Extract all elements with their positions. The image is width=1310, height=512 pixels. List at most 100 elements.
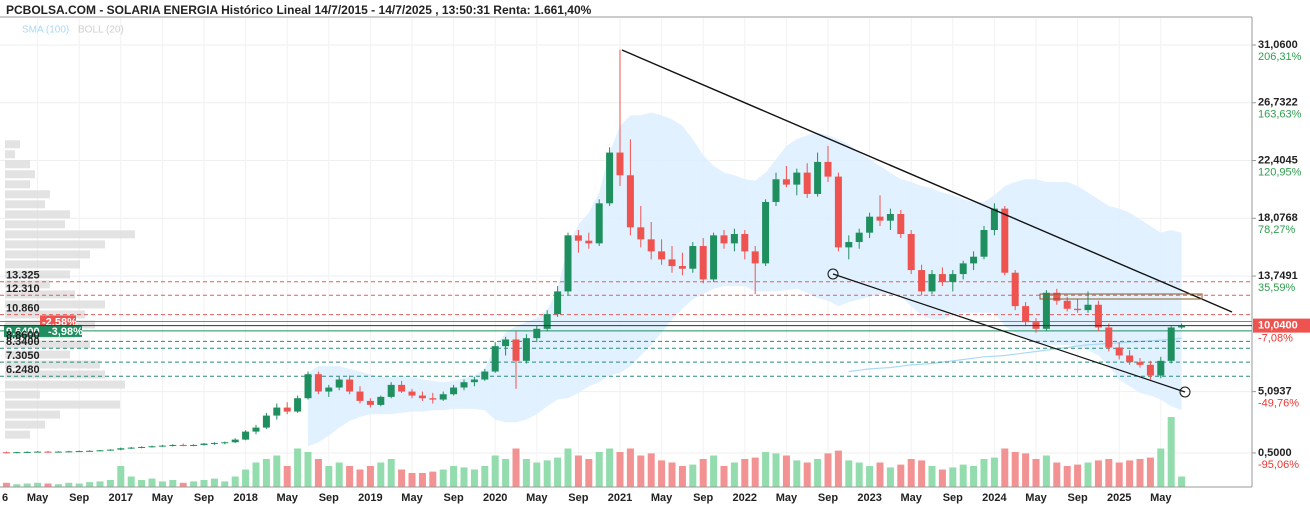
x-tick-label: 2017 <box>109 492 133 504</box>
candle-body <box>533 328 541 339</box>
volume-bar <box>522 459 530 487</box>
candle-body <box>741 234 749 252</box>
volume-bar <box>543 460 551 487</box>
candle-body <box>574 235 582 241</box>
volume-bar <box>1167 417 1175 487</box>
profile-bar <box>5 360 100 369</box>
x-tick-label: 2018 <box>233 492 257 504</box>
volume-bar <box>356 469 364 487</box>
x-tick-label: Sep <box>568 492 588 504</box>
candle-body <box>918 270 926 292</box>
profile-bar <box>5 190 50 199</box>
volume-bar <box>502 459 510 487</box>
volume-bar <box>242 469 250 487</box>
candle-body <box>273 407 281 416</box>
candle-body <box>762 201 770 264</box>
candle-body <box>658 251 666 260</box>
candle-body <box>897 213 905 235</box>
volume-bar <box>990 457 998 487</box>
x-tick-label: 2019 <box>358 492 382 504</box>
volume-bar <box>13 484 21 487</box>
candle-body <box>522 338 530 361</box>
x-tick-label: Sep <box>319 492 339 504</box>
volume-bar <box>1178 476 1186 487</box>
volume-bar <box>1094 460 1102 487</box>
chart-title: PCBOLSA.COM - SOLARIA ENERGIA Histórico … <box>6 3 592 17</box>
volume-bar <box>980 459 988 487</box>
candle-body <box>845 242 853 248</box>
volume-bar <box>117 466 125 487</box>
level-label: 8.3400 <box>6 336 40 348</box>
candle-body <box>470 379 478 383</box>
volume-bar <box>1063 466 1071 487</box>
volume-bar <box>585 459 593 487</box>
volume-bar <box>803 462 811 487</box>
candle-body <box>730 234 738 244</box>
volume-bar <box>1042 455 1050 487</box>
candle-body <box>907 234 915 271</box>
candle-body <box>210 442 218 444</box>
volume-bar <box>429 471 437 487</box>
candle-body <box>699 246 707 280</box>
level-tag <box>4 324 46 337</box>
candle-body <box>824 161 832 177</box>
volume-bar <box>1105 459 1113 487</box>
x-tick-label: May <box>27 492 49 504</box>
trendline <box>621 49 1233 313</box>
candle-body <box>179 444 187 446</box>
candle-body <box>377 396 385 405</box>
candle-body <box>1022 306 1030 323</box>
candle-body <box>689 246 697 269</box>
profile-bar <box>5 300 105 309</box>
y-tick-label: 0,5000 <box>1258 447 1292 459</box>
profile-bar <box>5 430 30 439</box>
profile-bar <box>5 260 80 269</box>
candle-body <box>637 227 645 240</box>
x-tick-label: 2021 <box>608 492 632 504</box>
volume-bar <box>408 473 416 487</box>
candle-body <box>1042 292 1050 329</box>
volume-bar <box>834 450 842 487</box>
profile-bar <box>5 140 20 149</box>
x-tick-label: 2025 <box>1107 492 1131 504</box>
volume-bar <box>876 462 884 487</box>
candle-body <box>346 379 354 392</box>
volume-bar <box>658 460 666 487</box>
volume-bar <box>304 452 312 487</box>
volume-bar <box>1136 459 1144 487</box>
candle-body <box>169 444 177 446</box>
volume-bar <box>262 459 270 487</box>
candle-body <box>1146 364 1154 376</box>
y-tick-change: -95,06% <box>1258 459 1299 471</box>
candle-body <box>481 371 489 380</box>
volume-bar <box>533 462 541 487</box>
x-tick-label: 2020 <box>483 492 507 504</box>
candle-body <box>117 448 125 450</box>
candle-body <box>314 374 322 392</box>
candle-body <box>283 407 291 412</box>
profile-bar <box>5 390 40 399</box>
x-tick-label: Sep <box>444 492 464 504</box>
legend-entry: SMA (100) <box>22 25 69 36</box>
candle-body <box>75 451 83 453</box>
volume-bar <box>190 481 198 487</box>
candle-body <box>34 451 42 453</box>
candle-body <box>138 446 146 448</box>
profile-bar <box>5 210 70 219</box>
sma-line <box>848 337 1182 373</box>
x-tick-label: May <box>276 492 298 504</box>
candle-body <box>751 251 759 264</box>
candle-body <box>668 259 676 267</box>
last-price-change: -7,08% <box>1258 333 1293 345</box>
x-tick-label: May <box>900 492 922 504</box>
candle-body <box>190 444 198 446</box>
candle-body <box>803 172 811 194</box>
profile-bar <box>5 170 35 179</box>
candle-body <box>491 346 499 372</box>
volume-bar <box>252 462 260 487</box>
volume-bar <box>741 459 749 487</box>
x-tick-label: Sep <box>818 492 838 504</box>
level-label: 8.8600 <box>6 329 40 341</box>
candle-body <box>231 439 239 443</box>
